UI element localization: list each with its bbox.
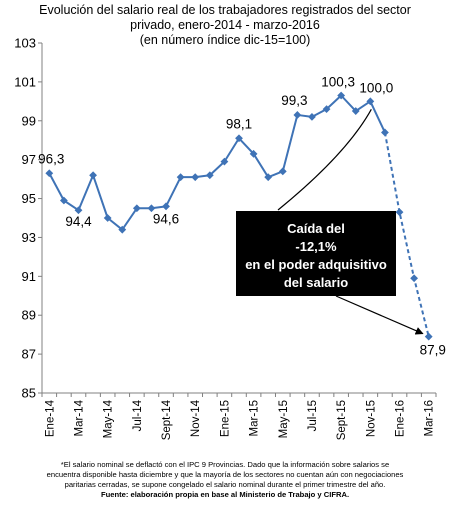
x-tick-label: Sept-15 (336, 400, 348, 440)
data-point (410, 274, 419, 283)
data-label: 94,6 (153, 211, 179, 226)
data-labels: 96,3 94,4 94,6 98,1 99,3 100,3 100,0 87,9 (38, 75, 446, 358)
series-solid-line (48, 94, 386, 231)
x-tick-label: Ene-14 (44, 399, 56, 437)
data-point (249, 149, 258, 158)
data-point (337, 91, 346, 100)
annotation-text-line: Caída del (287, 221, 345, 236)
annotation-box (236, 211, 396, 296)
y-tick-label: 93 (22, 230, 36, 245)
data-points (45, 91, 433, 341)
x-tick-label: May-14 (103, 399, 115, 438)
data-point (351, 107, 360, 115)
annotation: Caída del -12,1% en el poder adquisitivo de… (236, 109, 424, 335)
x-tick-label: Sept-14 (161, 399, 173, 440)
x-tick-label: Ene-16 (395, 400, 407, 437)
x-tick-label: Nov-14 (190, 399, 202, 437)
data-point (176, 173, 185, 182)
x-tick-label: Jul-14 (132, 399, 144, 431)
y-tick-label: 85 (22, 386, 36, 401)
data-point (74, 206, 83, 215)
axes: 85 87 89 91 93 95 97 99 101 103 Ene-14 Mar-14 May-14… (14, 36, 437, 440)
data-point (381, 128, 389, 137)
chart-title-line-1: Evolución del salario real de los trabaj… (39, 3, 411, 17)
data-label: 98,1 (226, 116, 252, 131)
data-point (205, 171, 214, 180)
y-tick-label: 97 (22, 152, 36, 167)
y-tick-label: 101 (14, 74, 36, 89)
data-point (424, 332, 433, 341)
data-point (395, 208, 404, 217)
data-point (278, 167, 287, 176)
annotation-text-line: en el poder adquisitivo (245, 257, 387, 272)
data-point (132, 204, 141, 213)
data-label: 87,9 (420, 343, 446, 358)
data-label: 96,3 (38, 151, 64, 166)
data-point (118, 225, 127, 234)
data-point (220, 157, 229, 166)
series-dashed-line (383, 132, 430, 337)
y-tick-label: 103 (14, 36, 36, 51)
data-point (322, 105, 331, 114)
x-tick-label: Mar-14 (73, 399, 85, 436)
y-tick-label: 89 (22, 308, 36, 323)
x-tick-label: Jul-15 (307, 400, 319, 431)
annotation-arrow (335, 295, 424, 335)
annotation-connector (277, 109, 372, 211)
data-point (103, 214, 112, 222)
data-label: 94,4 (65, 214, 92, 229)
y-tick-label: 87 (22, 347, 36, 362)
data-point (293, 111, 302, 119)
data-point (162, 202, 170, 211)
chart-title-line-3: (en número índice dic-15=100) (139, 33, 311, 47)
chart-title-line-2: privado, enero-2014 - marzo-2016 (130, 18, 320, 32)
x-tick-label: May-15 (278, 400, 290, 438)
y-tick-label: 99 (22, 113, 36, 128)
data-point (366, 97, 375, 106)
annotation-text-line: del salario (284, 275, 348, 290)
data-label: 100,3 (321, 75, 355, 90)
footnote: *El salario nominal se deflactó con el I… (10, 460, 440, 500)
annotation-text-line: -12,1% (295, 239, 337, 254)
x-tick-label: Mar-15 (249, 400, 261, 436)
data-point (89, 171, 97, 180)
footnote-line-3: paritarias cerradas, se supone congelado… (64, 480, 386, 489)
data-point (191, 173, 200, 182)
data-point (59, 196, 68, 205)
data-point (235, 134, 243, 143)
footnote-line-2: encuentra disponible hasta diciembre y q… (46, 470, 404, 479)
data-label: 100,0 (359, 80, 393, 95)
y-tick-label: 91 (22, 269, 36, 284)
data-point (308, 112, 316, 121)
data-point (147, 204, 156, 213)
y-tick-label: 95 (22, 191, 36, 206)
x-tick-label: Mar-16 (424, 400, 436, 436)
footnote-line-4: Fuente: elaboración propia en base al Mi… (100, 490, 350, 499)
data-point (45, 169, 54, 178)
x-tick-label: Nov-15 (365, 400, 377, 437)
chart-title: Evolución del salario real de los trabaj… (0, 3, 450, 48)
data-point (264, 173, 273, 182)
footnote-line-1: *El salario nominal se deflactó con el I… (60, 460, 390, 469)
x-tick-label: Ene-15 (219, 400, 231, 437)
data-label: 99,3 (281, 93, 307, 108)
series-line (48, 94, 430, 337)
